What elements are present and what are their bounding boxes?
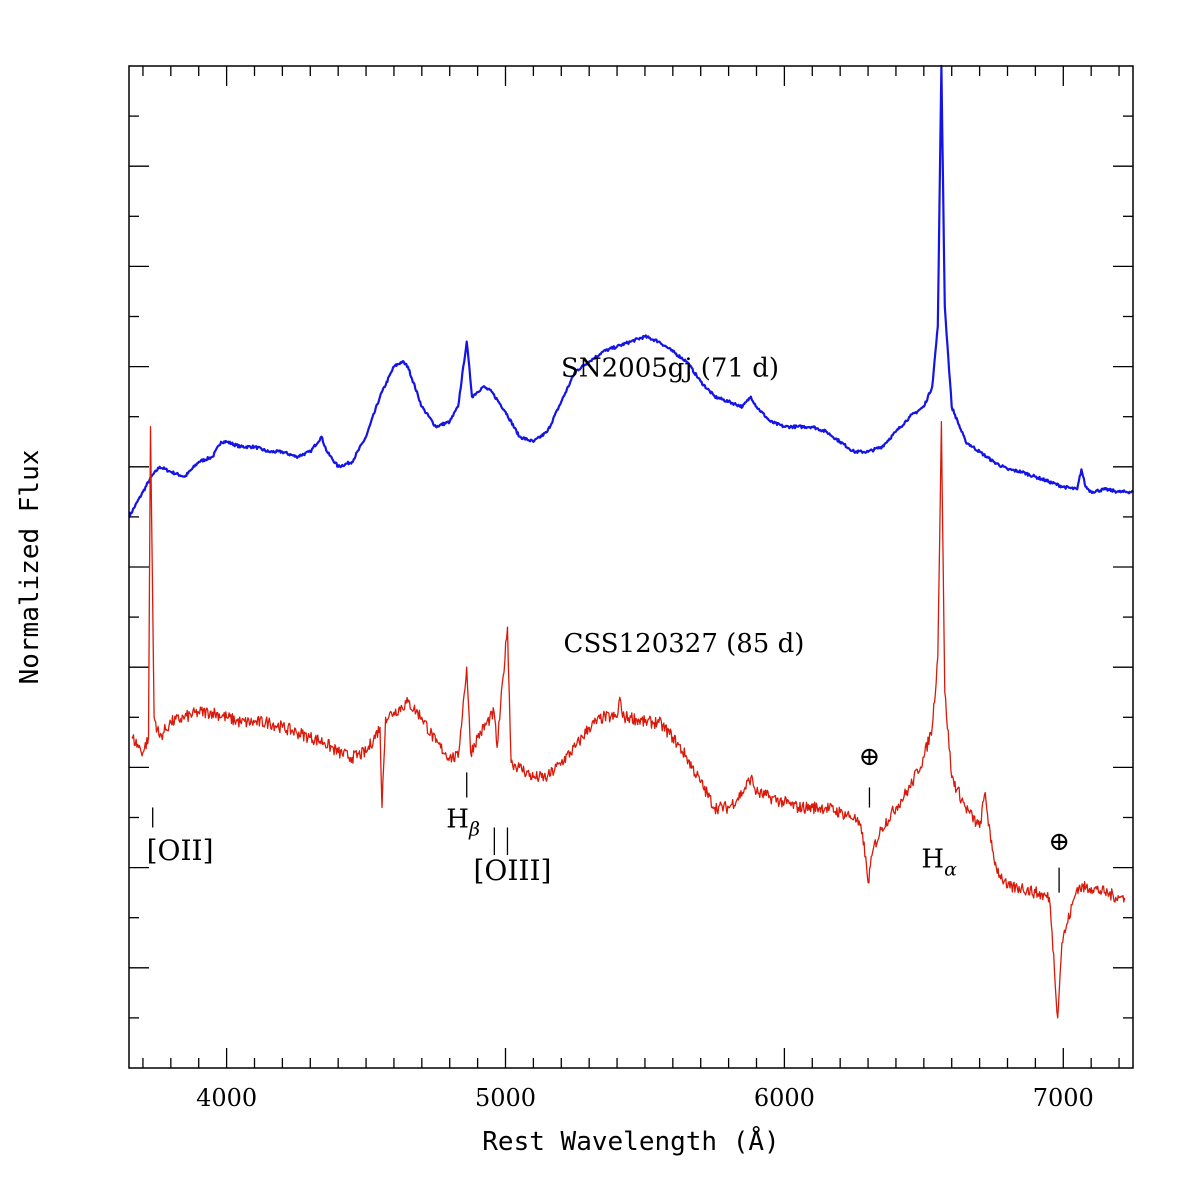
series-line <box>128 64 1134 518</box>
x-tick-labels: 4000 5000 6000 7000 <box>196 1084 1094 1112</box>
annotation-label: ⊕ <box>859 742 881 772</box>
spectrum-lines <box>128 64 1134 1019</box>
y-axis-title: Normalized Flux <box>15 450 45 685</box>
annotation-label: SN2005gj (71 d) <box>561 354 779 384</box>
annotation-label: Hβ <box>446 805 480 841</box>
x-axis-title: Rest Wavelength (Å) <box>482 1125 779 1157</box>
x-tick-label: 5000 <box>475 1084 536 1112</box>
annotation-label: CSS120327 (85 d) <box>564 629 805 659</box>
axis-ticks <box>129 66 1133 1068</box>
annotations: SN2005gj (71 d) CSS120327 (85 d) [OII] Hβ [O… <box>147 354 1070 888</box>
annotation-label: [OIII] <box>473 854 551 887</box>
x-tick-label: 6000 <box>754 1084 815 1112</box>
line-markers <box>152 772 1060 893</box>
series-line <box>131 421 1126 1019</box>
annotation-label: ⊕ <box>1048 827 1070 857</box>
x-tick-label: 4000 <box>196 1084 257 1112</box>
plot-frame <box>128 65 1134 1069</box>
annotation-label: Hα <box>921 845 957 881</box>
annotation-label: [OII] <box>147 834 214 867</box>
x-tick-label: 7000 <box>1033 1084 1094 1112</box>
